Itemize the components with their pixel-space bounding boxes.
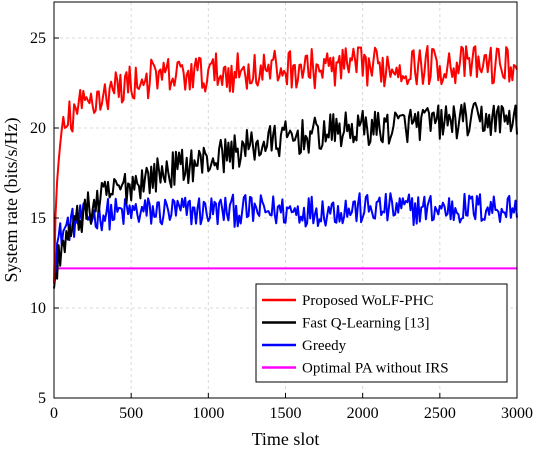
series-layer <box>53 45 518 289</box>
y-tick-label-4: 25 <box>30 30 46 47</box>
x-tick-label-3: 1500 <box>270 405 302 422</box>
x-tick-label-0: 0 <box>50 405 58 422</box>
legend-label-1: Fast Q-Learning [13] <box>302 316 429 332</box>
x-tick-label-4: 2000 <box>347 405 379 422</box>
y-tick-label-3: 20 <box>30 120 46 137</box>
y-tick-label-0: 5 <box>38 390 46 407</box>
legend-label-0: Proposed WoLF-PHC <box>302 293 433 309</box>
y-tick-label-1: 10 <box>30 300 46 317</box>
x-tick-label-6: 3000 <box>501 405 533 422</box>
series-line-1 <box>53 101 518 289</box>
series-line-2 <box>53 192 518 285</box>
legend-box <box>255 283 508 383</box>
x-tick-label-2: 1000 <box>192 405 224 422</box>
x-tick-label-5: 2500 <box>424 405 456 422</box>
y-axis-title: System rate (bits/s/Hz) <box>1 118 22 283</box>
y-tick-label-2: 15 <box>30 210 46 227</box>
legend-label-2: Greedy <box>302 338 347 354</box>
x-tick-label-1: 500 <box>119 405 143 422</box>
series-line-0 <box>53 45 518 283</box>
axis-ticks: 0 500 1000 1500 2000 2500 3000 5 10 15 20 25 <box>30 30 533 422</box>
x-axis-title: Time slot <box>252 429 320 449</box>
legend-label-3: Optimal PA without IRS <box>302 361 449 377</box>
legend: Proposed WoLF-PHC Fast Q-Learning [13] Gre… <box>255 283 508 383</box>
